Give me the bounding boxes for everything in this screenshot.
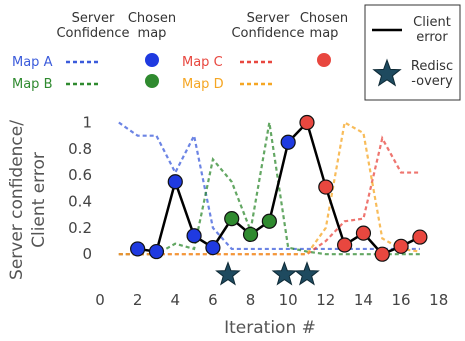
legend-marker-map-c	[317, 53, 331, 67]
chosen-map-marker	[337, 237, 353, 253]
chosen-map-marker	[355, 225, 372, 241]
legend-label-map-d: Map D	[182, 77, 224, 92]
x-tick-label: 2	[133, 291, 143, 309]
legend-label-rediscovery-line2: -overy	[411, 74, 453, 89]
axis-ticks: 0 2 4 6 8 10 12 14 16 18 0 0.2 0.4 0.6 0.8 1	[68, 114, 448, 309]
legend-chosen-header2-line1: Chosen	[300, 11, 348, 26]
chosen-map-marker	[224, 211, 240, 227]
y-tick-label: 0	[82, 245, 92, 263]
chosen-map-marker	[148, 243, 165, 260]
legend-marker-map-a	[145, 53, 159, 67]
confidence-line-map-b	[118, 122, 420, 256]
x-tick-label: 6	[208, 291, 218, 309]
chosen-map-marker	[374, 246, 390, 262]
chosen-map-marker	[299, 114, 315, 131]
legend: Server Confidence Chosen map Server Conf…	[12, 4, 461, 101]
x-tick-label: 10	[279, 291, 298, 309]
chosen-map-marker	[393, 238, 409, 254]
legend-label-map-b: Map B	[12, 77, 53, 92]
y-tick-label: 0.4	[68, 193, 92, 211]
chosen-map-marker	[186, 228, 202, 244]
rediscovery-star	[294, 261, 320, 286]
chosen-map-marker	[318, 179, 334, 195]
y-axis-label-line1: Server confidence/	[7, 120, 27, 280]
confidence-line-map-d	[118, 120, 421, 256]
legend-chosen-header2-line2: map	[310, 26, 339, 41]
chosen-map-marker	[280, 134, 296, 150]
legend-label-map-a: Map A	[12, 55, 53, 70]
x-tick-label: 12	[316, 291, 335, 309]
legend-marker-map-b	[145, 74, 159, 88]
rediscovery-star	[271, 261, 298, 286]
rediscovery-star	[215, 261, 241, 286]
chosen-map-marker	[167, 174, 183, 190]
x-tick-label: 18	[429, 291, 448, 309]
legend-label-rediscovery-line1: Redisc	[411, 59, 453, 74]
legend-label-map-c: Map C	[182, 55, 223, 70]
legend-confidence-header2-line1: Server	[247, 11, 290, 26]
y-axis-label-line2: Client error	[29, 152, 49, 248]
x-tick-label: 14	[354, 291, 373, 309]
y-tick-label: 0.6	[68, 166, 92, 184]
x-axis-label: Iteration #	[224, 318, 316, 338]
y-tick-label: 0.2	[68, 219, 92, 237]
chosen-map-marker	[261, 213, 277, 229]
legend-confidence-header2-line2: Confidence	[231, 26, 304, 41]
legend-confidence-header-line1: Server	[72, 11, 115, 26]
chosen-map-marker	[242, 226, 259, 243]
x-tick-label: 4	[170, 291, 180, 309]
x-tick-label: 0	[95, 291, 105, 309]
chosen-map-marker	[412, 229, 428, 245]
chosen-map-marker	[205, 240, 221, 256]
legend-marker-rediscovery	[372, 58, 402, 87]
confidence-line-map-a	[118, 121, 420, 251]
legend-chosen-header-line1: Chosen	[128, 11, 176, 26]
legend-confidence-header-line2: Confidence	[56, 26, 129, 41]
chosen-map-marker	[130, 241, 146, 257]
y-tick-label: 1	[82, 114, 92, 132]
x-tick-label: 16	[392, 291, 411, 309]
legend-label-client-error-line1: Client	[413, 15, 451, 30]
y-tick-label: 0.8	[68, 140, 92, 158]
legend-chosen-header-line2: map	[138, 26, 167, 41]
x-tick-label: 8	[246, 291, 256, 309]
series-lines	[118, 120, 421, 256]
legend-label-client-error-line2: error	[416, 30, 448, 45]
client-error-series	[130, 114, 428, 262]
client-error-line	[137, 120, 421, 256]
rediscovery-markers	[215, 261, 320, 286]
